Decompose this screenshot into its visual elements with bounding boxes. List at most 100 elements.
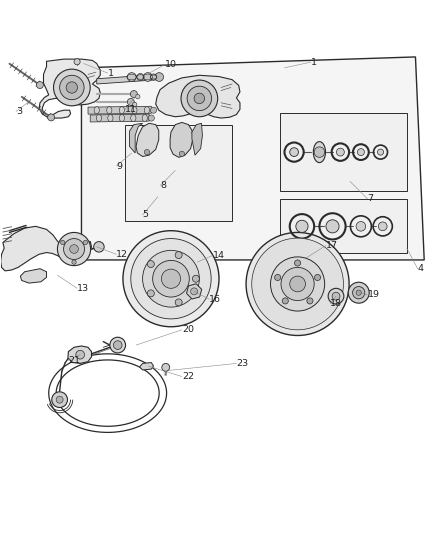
Text: 11: 11	[125, 105, 137, 114]
Circle shape	[191, 288, 198, 295]
Circle shape	[74, 59, 80, 65]
Text: 22: 22	[182, 372, 194, 381]
Circle shape	[336, 148, 344, 156]
Circle shape	[94, 241, 104, 252]
Circle shape	[290, 276, 305, 292]
Circle shape	[296, 220, 308, 232]
Circle shape	[152, 261, 189, 297]
Circle shape	[127, 72, 136, 82]
Circle shape	[131, 91, 138, 98]
Circle shape	[175, 252, 182, 259]
Polygon shape	[192, 123, 202, 155]
Circle shape	[56, 396, 63, 403]
Text: 18: 18	[330, 299, 343, 308]
Circle shape	[72, 260, 76, 264]
Polygon shape	[187, 284, 202, 299]
Polygon shape	[68, 346, 92, 364]
Circle shape	[179, 151, 184, 157]
Circle shape	[136, 94, 140, 99]
Circle shape	[113, 341, 122, 350]
Text: 21: 21	[68, 356, 80, 365]
Bar	[280, 199, 407, 253]
Circle shape	[378, 149, 384, 155]
Text: 16: 16	[209, 295, 221, 304]
Text: 4: 4	[418, 264, 424, 273]
Circle shape	[353, 287, 365, 299]
Text: 17: 17	[326, 241, 338, 250]
Circle shape	[357, 149, 364, 156]
Circle shape	[131, 239, 211, 319]
Circle shape	[161, 269, 180, 288]
Ellipse shape	[96, 115, 102, 122]
Circle shape	[378, 222, 387, 231]
Circle shape	[314, 274, 321, 280]
Circle shape	[53, 69, 90, 106]
Polygon shape	[155, 75, 240, 118]
Circle shape	[64, 239, 85, 260]
Circle shape	[110, 337, 126, 353]
Text: 14: 14	[212, 251, 224, 260]
Polygon shape	[1, 227, 92, 271]
Text: 3: 3	[16, 107, 22, 116]
Circle shape	[148, 115, 154, 121]
Bar	[280, 113, 407, 191]
Circle shape	[328, 288, 344, 304]
Circle shape	[246, 232, 349, 335]
Circle shape	[282, 298, 288, 304]
Polygon shape	[130, 123, 143, 153]
Circle shape	[187, 86, 212, 111]
Circle shape	[294, 260, 300, 266]
Circle shape	[123, 231, 219, 327]
Polygon shape	[136, 123, 159, 157]
Polygon shape	[140, 362, 153, 370]
Polygon shape	[20, 269, 46, 283]
Circle shape	[60, 240, 65, 245]
Circle shape	[76, 350, 85, 359]
Ellipse shape	[313, 142, 325, 163]
Text: 13: 13	[77, 284, 89, 293]
Circle shape	[137, 74, 144, 80]
Ellipse shape	[94, 107, 99, 114]
Text: 19: 19	[367, 290, 379, 300]
Circle shape	[356, 222, 366, 231]
Ellipse shape	[142, 115, 148, 122]
Text: 10: 10	[164, 60, 177, 69]
Circle shape	[147, 290, 154, 297]
Polygon shape	[81, 57, 424, 260]
Text: 1: 1	[108, 69, 114, 78]
Text: 23: 23	[237, 359, 249, 368]
Circle shape	[127, 99, 134, 106]
Circle shape	[271, 257, 325, 311]
Bar	[125, 125, 232, 221]
Circle shape	[83, 240, 88, 245]
Text: 20: 20	[182, 325, 194, 334]
Polygon shape	[170, 123, 193, 157]
Circle shape	[48, 114, 55, 121]
Circle shape	[145, 149, 150, 155]
Circle shape	[275, 274, 281, 280]
Circle shape	[150, 107, 156, 113]
Circle shape	[326, 220, 339, 233]
Polygon shape	[39, 59, 100, 118]
Polygon shape	[97, 75, 159, 84]
Circle shape	[314, 147, 325, 157]
Circle shape	[155, 72, 163, 82]
Circle shape	[332, 292, 340, 300]
Circle shape	[181, 80, 218, 117]
Ellipse shape	[107, 107, 112, 114]
Circle shape	[307, 298, 313, 304]
Ellipse shape	[108, 115, 113, 122]
Ellipse shape	[119, 107, 124, 114]
Circle shape	[150, 74, 156, 80]
Ellipse shape	[119, 115, 124, 122]
Circle shape	[175, 299, 182, 306]
Ellipse shape	[131, 115, 136, 122]
Text: 8: 8	[160, 181, 166, 190]
Circle shape	[52, 392, 67, 408]
Circle shape	[57, 232, 91, 265]
Circle shape	[356, 290, 361, 295]
Text: 5: 5	[143, 211, 148, 220]
Circle shape	[144, 72, 152, 82]
Polygon shape	[88, 106, 151, 114]
Circle shape	[252, 238, 343, 330]
